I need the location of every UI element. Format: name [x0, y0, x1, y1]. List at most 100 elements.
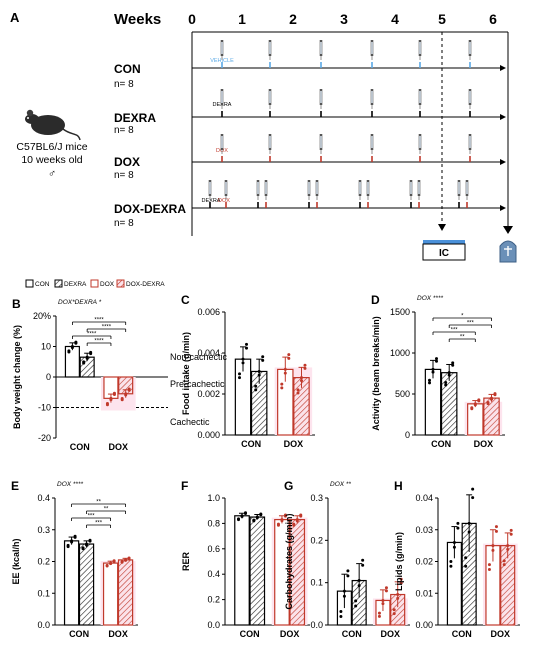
data-point	[120, 560, 124, 564]
legend-swatch-dexra	[54, 279, 63, 288]
bar-dox-dexra	[483, 397, 500, 436]
data-point	[303, 366, 307, 370]
data-point	[493, 392, 497, 396]
panel-letter: F	[181, 479, 188, 493]
week-tick: 1	[238, 11, 246, 27]
data-point	[295, 518, 299, 522]
data-point	[280, 386, 284, 390]
y-axis-label: Activity (beam breaks/min)	[371, 316, 381, 431]
y-tick-label: 0.2	[37, 557, 50, 567]
y-tick-label: 0.01	[415, 588, 433, 598]
x-category-label: DOX	[474, 439, 494, 449]
data-point	[494, 525, 498, 529]
week-tick: 2	[289, 11, 297, 27]
cachexia-zones: Non-cachectic Pre-cachectic Cachectic	[170, 352, 228, 427]
y-tick-label: 0.006	[197, 307, 220, 317]
y-tick-label: 0.002	[197, 389, 220, 399]
mouse-caption-age: 10 weeks old	[21, 154, 82, 166]
x-category-label: CON	[240, 629, 260, 639]
data-point	[357, 584, 361, 588]
data-point	[473, 402, 477, 406]
data-point	[283, 367, 287, 371]
group-n: n= 8	[114, 125, 134, 136]
panel-a-letter: A	[10, 10, 20, 25]
tombstone-icon	[499, 240, 517, 263]
data-point	[487, 567, 491, 571]
data-point	[70, 539, 74, 543]
data-point	[89, 350, 93, 354]
bar-dox	[467, 403, 484, 436]
data-point	[451, 363, 455, 367]
y-tick-label: 0.4	[37, 493, 50, 503]
y-axis-label: Carbohydrates (g/min)	[284, 513, 294, 609]
week-ticks: 0 1 2 3 4 5 6	[188, 11, 497, 27]
data-point	[502, 559, 506, 563]
y-tick-label: 0.3	[310, 493, 323, 503]
data-point	[435, 357, 438, 361]
data-point	[261, 355, 265, 359]
data-point	[342, 589, 346, 593]
data-point	[82, 360, 86, 364]
data-point	[392, 612, 396, 616]
panel-letter: H	[394, 479, 403, 493]
y-tick-label: 1000	[390, 348, 410, 358]
ic-label: IC	[439, 248, 449, 259]
data-point	[105, 401, 109, 405]
panel-g-chart: G DOX ** 0.3 0.2 0.1 0.0 Carbohydrates (g/min)…	[284, 479, 410, 639]
data-point	[361, 558, 365, 562]
timeline-arrowhead	[500, 65, 506, 71]
sacrifice-arrowhead	[503, 226, 513, 234]
data-point	[471, 487, 475, 491]
legend: CON DEXRA DOX DOX-DEXRA	[25, 279, 165, 288]
data-point	[361, 563, 365, 567]
data-point	[244, 511, 247, 515]
data-point	[241, 357, 245, 361]
group-row-dox: DOX n= 8 DOX	[114, 148, 506, 181]
x-category-label: DOX	[284, 439, 304, 449]
data-point	[491, 548, 495, 552]
group-name: DOX-DEXRA	[114, 202, 186, 216]
x-category-label: CON	[431, 439, 451, 449]
y-tick-label: 0.0	[207, 620, 220, 630]
data-point	[245, 346, 248, 350]
data-point	[470, 406, 474, 410]
data-point	[428, 381, 431, 385]
group-name: CON	[114, 62, 141, 76]
data-point	[120, 397, 124, 401]
data-point	[494, 529, 498, 533]
week-tick: 4	[391, 11, 399, 27]
significance-stars: ****	[94, 339, 104, 345]
y-tick-label: 0.000	[197, 430, 220, 440]
data-point	[240, 514, 244, 518]
data-point	[109, 561, 113, 565]
data-point	[280, 518, 284, 522]
data-point	[261, 358, 265, 362]
data-point	[509, 528, 513, 532]
group-n: n= 8	[114, 79, 134, 90]
y-tick-label: 0.2	[310, 535, 323, 545]
y-tick-label: 0.3	[37, 525, 50, 535]
timeline-arrowhead	[500, 114, 506, 120]
data-point	[283, 513, 287, 517]
data-point	[449, 560, 453, 563]
data-point	[238, 376, 241, 380]
legend-swatch-dox	[90, 279, 99, 288]
data-point	[257, 369, 261, 373]
y-axis-label: Body weight change (%)	[12, 325, 22, 429]
data-point	[357, 579, 361, 583]
injection-label-dexra: DEXRA	[202, 198, 221, 204]
data-point	[464, 564, 468, 568]
data-point	[276, 522, 280, 526]
data-point	[486, 401, 490, 405]
y-tick-label: 10	[41, 342, 51, 352]
y-axis-label: EE (kcal/h)	[11, 538, 21, 584]
week-tick: 6	[489, 11, 497, 27]
data-point	[444, 383, 448, 387]
injection-label-dox: DOX	[218, 198, 230, 204]
data-point	[399, 581, 403, 585]
x-category-label: DOX	[491, 629, 511, 639]
stat-annotation: DOX ****	[417, 295, 443, 302]
y-tick-label: 0.04	[415, 493, 433, 503]
significance-stars: ***	[95, 521, 103, 527]
